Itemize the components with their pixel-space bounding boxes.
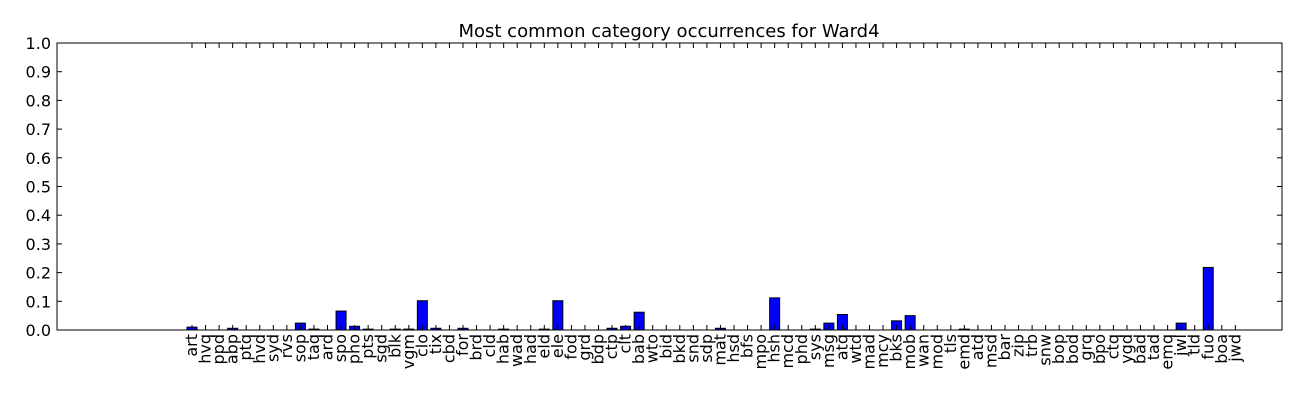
x-tick-label: bod bbox=[1063, 334, 1082, 364]
x-tick-label: hsd bbox=[724, 334, 743, 363]
x-tick-label: vgm bbox=[399, 334, 418, 369]
y-tick-label: 0.7 bbox=[26, 120, 51, 139]
x-tick-label: zip bbox=[1009, 334, 1028, 357]
x-tick-label: trb bbox=[1022, 334, 1041, 357]
x-tick-label: grq bbox=[1076, 334, 1095, 361]
x-tick-label: bar bbox=[995, 334, 1014, 361]
x-tick-label: jwl bbox=[1171, 334, 1190, 357]
x-tick-label: tad bbox=[1144, 334, 1163, 360]
x-tick-label: had bbox=[521, 334, 540, 364]
x-tick-label: hsh bbox=[765, 334, 784, 363]
x-tick-label: fod bbox=[561, 334, 580, 360]
x-tick-label: hab bbox=[494, 334, 513, 364]
y-tick-label: 0.1 bbox=[26, 292, 51, 311]
x-tick-label: rvs bbox=[277, 334, 296, 358]
x-tick-label: hvq bbox=[196, 334, 215, 364]
x-tick-label: pho bbox=[345, 334, 364, 364]
x-tick-label: ard bbox=[318, 334, 337, 360]
x-tick-label: wad bbox=[507, 334, 526, 367]
x-tick-label: bpo bbox=[1090, 334, 1109, 364]
x-tick-label: jwd bbox=[1225, 334, 1244, 363]
x-tick-label: sop bbox=[290, 334, 309, 362]
x-tick-label: clo bbox=[412, 334, 431, 357]
y-tick-label: 0.2 bbox=[26, 264, 51, 283]
x-tick-label: emd bbox=[954, 334, 973, 370]
x-tick-label: mcy bbox=[873, 334, 892, 368]
x-tick-label: syd bbox=[263, 334, 282, 362]
y-tick-label: 0.0 bbox=[26, 321, 51, 340]
x-tick-label: mad bbox=[860, 334, 879, 370]
x-tick-label: snw bbox=[1036, 334, 1055, 366]
x-tick-label: msg bbox=[819, 334, 838, 368]
x-tick-label: pts bbox=[358, 334, 377, 359]
x-tick-label: sgd bbox=[372, 334, 391, 363]
x-tick-label: mpo bbox=[751, 334, 770, 370]
x-tick-label: bfs bbox=[738, 334, 757, 358]
x-tick-label: boa bbox=[1212, 334, 1231, 364]
x-tick-label: abp bbox=[223, 334, 242, 364]
x-tick-label: sdp bbox=[697, 334, 716, 363]
x-tick-label: wan bbox=[914, 334, 933, 367]
bar-fuo bbox=[1202, 266, 1214, 331]
x-tick-label: phd bbox=[792, 334, 811, 364]
x-tick-label: bid bbox=[656, 334, 675, 359]
bars-group bbox=[186, 266, 1214, 331]
x-tick-label: tld bbox=[1185, 334, 1204, 355]
x-tick-label: sys bbox=[805, 334, 824, 360]
x-tick-label: mcd bbox=[778, 334, 797, 369]
x-tick-label: snd bbox=[683, 334, 702, 363]
x-tick-label: mod bbox=[927, 334, 946, 370]
y-tick-label: 0.5 bbox=[26, 178, 51, 197]
x-tick-label: grd bbox=[575, 334, 594, 361]
x-tick-label: bop bbox=[1049, 334, 1068, 364]
x-tick-label: wto bbox=[643, 334, 662, 363]
x-tick-label: art bbox=[182, 334, 201, 357]
x-tick-label: bad bbox=[1131, 334, 1150, 364]
x-tick-label: brd bbox=[467, 334, 486, 361]
x-tick-label: ele bbox=[548, 334, 567, 358]
x-tick-label: atd bbox=[968, 334, 987, 360]
x-tick-label: ptq bbox=[236, 334, 255, 361]
x-tick-label: emq bbox=[1158, 334, 1177, 370]
x-tick-label: hvd bbox=[250, 334, 269, 364]
x-tick-label: clt bbox=[616, 334, 635, 354]
x-tick-label: blk bbox=[385, 333, 404, 358]
x-tick-label: wtd bbox=[846, 334, 865, 364]
x-tick-label: cld bbox=[480, 334, 499, 357]
x-tick-label: bkd bbox=[670, 334, 689, 364]
x-tick-label: bdp bbox=[589, 334, 608, 364]
y-tick-label: 0.3 bbox=[26, 235, 51, 254]
x-tick-label: ctq bbox=[1103, 334, 1122, 359]
x-tick-label: spo bbox=[331, 334, 350, 362]
x-axis: arthvqppdabpptqhvdsydrvssoptaqardspophop… bbox=[182, 43, 1244, 370]
y-tick-label: 1.0 bbox=[26, 34, 51, 53]
x-tick-label: mob bbox=[900, 334, 919, 370]
x-tick-label: ygd bbox=[1117, 334, 1136, 364]
x-tick-label: fuo bbox=[1198, 334, 1217, 360]
y-axis: 0.0 0.1 0.2 0.3 0.4 0.5 0.6 0.7 0.8 0.9 1.0 bbox=[26, 34, 1282, 340]
plot-frame bbox=[56, 42, 1283, 331]
chart-title: Most common category occurrences for War… bbox=[458, 21, 879, 42]
x-tick-label: cbd bbox=[439, 334, 458, 363]
x-tick-label: bab bbox=[629, 334, 648, 364]
x-tick-label: tix bbox=[426, 334, 445, 354]
x-tick-label: msd bbox=[981, 334, 1000, 368]
x-tick-label: ctp bbox=[602, 334, 621, 359]
x-tick-label: taq bbox=[304, 334, 323, 360]
x-tick-label: atq bbox=[832, 334, 851, 360]
y-tick-label: 0.8 bbox=[26, 91, 51, 110]
x-tick-label: for bbox=[453, 334, 472, 356]
x-tick-label: tls bbox=[941, 334, 960, 353]
y-tick-label: 0.9 bbox=[26, 63, 51, 82]
y-tick-label: 0.6 bbox=[26, 149, 51, 168]
x-tick-label: eld bbox=[534, 334, 553, 358]
y-tick-label: 0.4 bbox=[26, 206, 51, 225]
x-tick-label: mat bbox=[710, 334, 729, 366]
x-tick-label: ppd bbox=[209, 334, 228, 364]
x-tick-label: bks bbox=[887, 334, 906, 362]
